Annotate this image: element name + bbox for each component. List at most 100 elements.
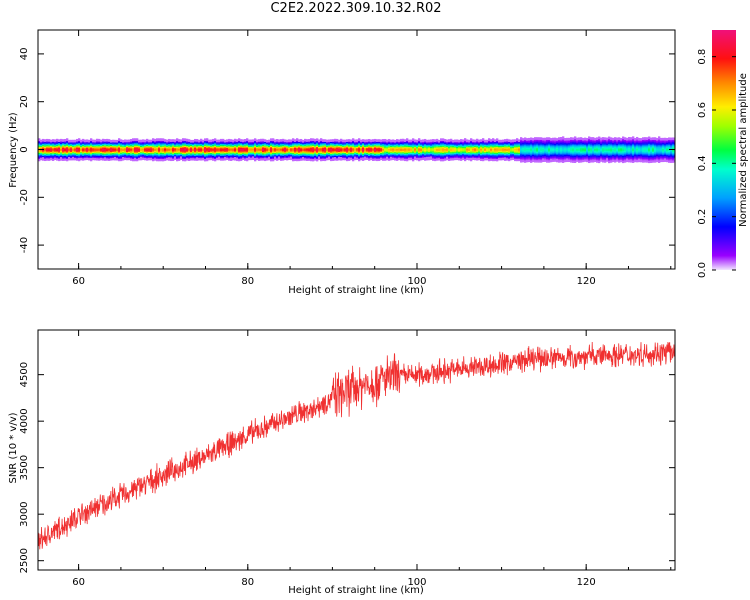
heatmap-cell (438, 159, 441, 161)
heatmap-cell (298, 147, 301, 150)
heatmap-cell (202, 142, 205, 144)
heatmap-cell (78, 150, 81, 152)
heatmap-cell (246, 159, 249, 162)
heatmap-cell (320, 138, 323, 140)
heatmap-cell (558, 161, 561, 163)
heatmap-cell (566, 153, 569, 155)
heatmap-cell (158, 151, 161, 153)
heatmap-cell (42, 140, 45, 142)
heatmap-cell (194, 144, 197, 147)
heatmap-cell (350, 144, 353, 146)
heatmap-cell (318, 150, 321, 152)
heatmap-cell (200, 143, 203, 146)
heatmap-cell (510, 151, 513, 154)
heatmap-cell (518, 157, 521, 159)
heatmap-cell (112, 154, 115, 156)
heatmap-cell (108, 154, 111, 157)
heatmap-cell (46, 149, 49, 152)
heatmap-cell (312, 146, 315, 149)
heatmap-cell (110, 150, 113, 153)
heatmap-cell (542, 156, 545, 159)
heatmap-cell (458, 158, 461, 161)
heatmap-cell (132, 140, 135, 143)
heatmap-cell (46, 141, 49, 143)
heatmap-cell (566, 152, 569, 154)
heatmap-cell (476, 142, 479, 144)
heatmap-cell (546, 145, 549, 148)
heatmap-cell (324, 148, 327, 151)
heatmap-cell (216, 152, 219, 155)
heatmap-cell (98, 159, 101, 161)
heatmap-cell (68, 145, 71, 148)
heatmap-cell (148, 150, 151, 152)
heatmap-cell (558, 159, 561, 162)
heatmap-cell (360, 151, 363, 154)
heatmap-cell (420, 152, 423, 155)
heatmap-cell (508, 154, 511, 157)
heatmap-cell (122, 155, 125, 157)
heatmap-cell (478, 140, 481, 143)
heatmap-cell (166, 154, 169, 156)
heatmap-cell (318, 157, 321, 159)
heatmap-cell (564, 147, 567, 150)
heatmap-cell (532, 152, 535, 154)
heatmap-cell (58, 141, 61, 144)
heatmap-cell (132, 150, 135, 152)
heatmap-cell (576, 148, 579, 150)
heatmap-cell (526, 154, 529, 157)
heatmap-cell (522, 153, 525, 156)
heatmap-cell (530, 152, 533, 155)
heatmap-cell (160, 151, 163, 153)
heatmap-cell (300, 146, 303, 148)
heatmap-cell (570, 144, 573, 146)
heatmap-cell (222, 140, 225, 142)
heatmap-cell (122, 151, 125, 154)
heatmap-cell (554, 150, 557, 153)
heatmap-cell (60, 152, 63, 154)
heatmap-cell (136, 141, 139, 144)
heatmap-cell (582, 139, 585, 141)
heatmap-cell (156, 141, 159, 144)
heatmap-cell (438, 139, 441, 142)
heatmap-cell (134, 150, 137, 152)
heatmap-cell (550, 152, 553, 154)
heatmap-cell (320, 151, 323, 153)
heatmap-cell (480, 146, 483, 148)
heatmap-cell (316, 157, 319, 159)
heatmap-cell (60, 154, 63, 156)
heatmap-cell (188, 148, 191, 151)
heatmap-cell (98, 148, 101, 150)
heatmap-cell (558, 143, 561, 145)
heatmap-cell (546, 143, 549, 145)
heatmap-cell (310, 138, 313, 140)
heatmap-cell (356, 139, 359, 141)
heatmap-cell (478, 145, 481, 148)
heatmap-cell (48, 159, 51, 161)
heatmap-cell (68, 144, 71, 147)
heatmap-cell (452, 157, 455, 160)
heatmap-cell (126, 158, 129, 161)
heatmap-cell (384, 149, 387, 152)
heatmap-cell (44, 154, 47, 157)
heatmap-cell (434, 146, 437, 148)
heatmap-cell (476, 159, 479, 161)
heatmap-cell (102, 149, 105, 152)
heatmap-cell (330, 147, 333, 150)
heatmap-cell (492, 150, 495, 152)
heatmap-cell (96, 149, 99, 152)
heatmap-cell (364, 141, 367, 144)
heatmap-cell (392, 143, 395, 145)
heatmap-cell (210, 147, 213, 150)
heatmap-cell (380, 139, 383, 141)
heatmap-cell (106, 154, 109, 156)
heatmap-cell (480, 152, 483, 154)
heatmap-cell (200, 141, 203, 143)
heatmap-cell (308, 139, 311, 141)
heatmap-cell (530, 147, 533, 149)
heatmap-cell (440, 141, 443, 144)
heatmap-cell (142, 158, 145, 160)
heatmap-cell (176, 144, 179, 146)
heatmap-cell (510, 156, 513, 158)
heatmap-cell (90, 149, 93, 151)
heatmap-cell (288, 140, 291, 143)
